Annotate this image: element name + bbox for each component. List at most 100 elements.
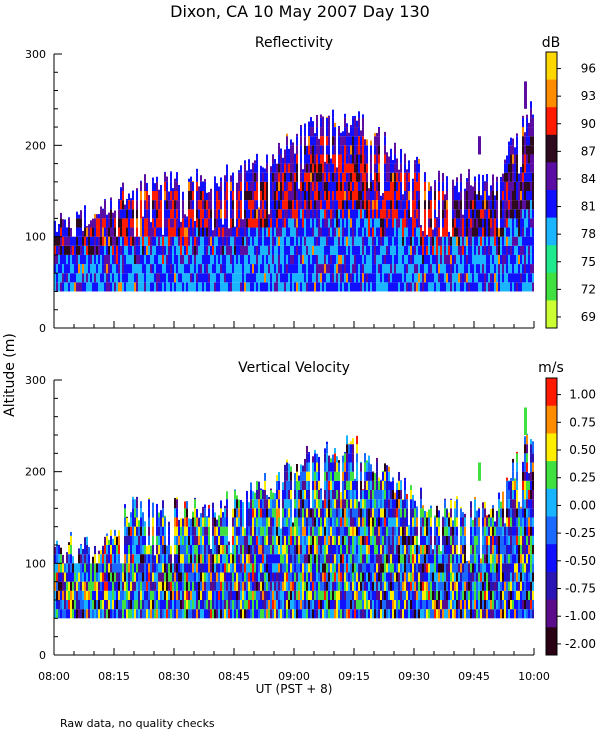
heatmap-cell bbox=[136, 218, 138, 228]
heatmap-cell bbox=[106, 545, 108, 555]
heatmap-cell bbox=[278, 472, 280, 481]
heatmap-cell bbox=[354, 136, 356, 146]
heatmap-cell bbox=[260, 236, 262, 246]
heatmap-cell bbox=[480, 273, 482, 283]
heatmap-cell bbox=[100, 590, 102, 600]
heatmap-cell bbox=[190, 545, 192, 555]
heatmap-cell bbox=[238, 282, 240, 292]
heatmap-cell bbox=[90, 563, 92, 573]
heatmap-cell bbox=[414, 209, 416, 219]
heatmap-cell bbox=[314, 254, 316, 265]
heatmap-cell bbox=[188, 609, 190, 619]
heatmap-cell bbox=[288, 526, 290, 536]
heatmap-cell bbox=[140, 282, 142, 292]
heatmap-cell bbox=[296, 172, 298, 182]
heatmap-cell bbox=[152, 572, 154, 582]
heatmap-cell bbox=[264, 545, 266, 555]
heatmap-cell bbox=[396, 172, 398, 182]
heatmap-cell bbox=[334, 227, 336, 237]
heatmap-cell bbox=[76, 273, 78, 283]
heatmap-cell bbox=[460, 273, 462, 283]
heatmap-cell bbox=[366, 209, 368, 219]
heatmap-cell bbox=[408, 181, 410, 191]
heatmap-cell bbox=[298, 254, 300, 265]
heatmap-cell bbox=[264, 517, 266, 527]
heatmap-cell bbox=[200, 200, 202, 210]
heatmap-cell bbox=[174, 209, 176, 219]
heatmap-cell bbox=[412, 209, 414, 219]
heatmap-cell bbox=[110, 554, 112, 564]
heatmap-cell bbox=[428, 218, 430, 228]
heatmap-cell bbox=[338, 499, 340, 509]
heatmap-cell bbox=[504, 209, 506, 219]
heatmap-cell bbox=[184, 545, 186, 555]
heatmap-cell bbox=[244, 254, 246, 265]
heatmap-cell bbox=[342, 145, 344, 155]
heatmap-cell bbox=[302, 218, 304, 228]
heatmap-cell bbox=[318, 191, 320, 201]
heatmap-cell bbox=[234, 499, 236, 509]
heatmap-cell bbox=[320, 609, 322, 619]
heatmap-cell bbox=[292, 535, 294, 545]
heatmap-cell bbox=[102, 572, 104, 582]
heatmap-cell bbox=[264, 273, 266, 283]
heatmap-cell bbox=[388, 200, 390, 210]
heatmap-cell bbox=[152, 502, 154, 509]
heatmap-cell bbox=[148, 554, 150, 564]
heatmap-cell bbox=[150, 254, 152, 265]
heatmap-cell bbox=[298, 227, 300, 237]
heatmap-cell bbox=[172, 188, 174, 191]
heatmap-cell bbox=[182, 209, 184, 219]
heatmap-cell bbox=[280, 545, 282, 555]
heatmap-cell bbox=[112, 282, 114, 292]
heatmap-cell bbox=[402, 254, 404, 265]
heatmap-cell bbox=[92, 590, 94, 600]
heatmap-cell bbox=[126, 264, 128, 274]
y-tick-label: 300 bbox=[25, 48, 46, 61]
heatmap-cell bbox=[334, 154, 336, 164]
heatmap-cell bbox=[162, 590, 164, 600]
heatmap-cell bbox=[344, 127, 346, 137]
heatmap-cell bbox=[346, 145, 348, 155]
heatmap-cell bbox=[406, 218, 408, 228]
heatmap-cell bbox=[386, 200, 388, 210]
heatmap-cell bbox=[322, 200, 324, 210]
heatmap-cell bbox=[96, 245, 98, 255]
heatmap-cell bbox=[290, 172, 292, 182]
colorbar-tick-label: 78 bbox=[581, 227, 596, 241]
heatmap-cell bbox=[370, 209, 372, 219]
heatmap-cell bbox=[512, 245, 514, 255]
heatmap-cell bbox=[486, 209, 488, 219]
heatmap-cell bbox=[388, 209, 390, 219]
heatmap-cell bbox=[180, 600, 182, 610]
heatmap-cell bbox=[216, 600, 218, 610]
heatmap-cell bbox=[388, 273, 390, 283]
heatmap-cell bbox=[218, 609, 220, 619]
heatmap-cell bbox=[100, 273, 102, 283]
heatmap-cell bbox=[428, 264, 430, 274]
heatmap-cell bbox=[324, 453, 326, 463]
heatmap-cell bbox=[128, 273, 130, 283]
heatmap-cell bbox=[176, 172, 178, 182]
heatmap-cell bbox=[258, 245, 260, 255]
heatmap-cell bbox=[190, 191, 192, 201]
heatmap-cell bbox=[214, 273, 216, 283]
heatmap-cell bbox=[392, 181, 394, 191]
heatmap-cell bbox=[334, 526, 336, 536]
heatmap-cell bbox=[228, 245, 230, 255]
heatmap-cell bbox=[296, 609, 298, 619]
heatmap-cell bbox=[264, 526, 266, 536]
heatmap-cell bbox=[308, 236, 310, 246]
heatmap-cell bbox=[54, 563, 56, 573]
heatmap-cell bbox=[136, 499, 138, 509]
heatmap-cell bbox=[522, 154, 524, 164]
heatmap-cell bbox=[378, 254, 380, 265]
heatmap-cell bbox=[118, 581, 120, 591]
heatmap-cell bbox=[148, 264, 150, 274]
heatmap-cell bbox=[230, 552, 232, 555]
heatmap-cell bbox=[202, 581, 204, 591]
heatmap-cell bbox=[200, 273, 202, 283]
heatmap-cell bbox=[68, 218, 70, 228]
